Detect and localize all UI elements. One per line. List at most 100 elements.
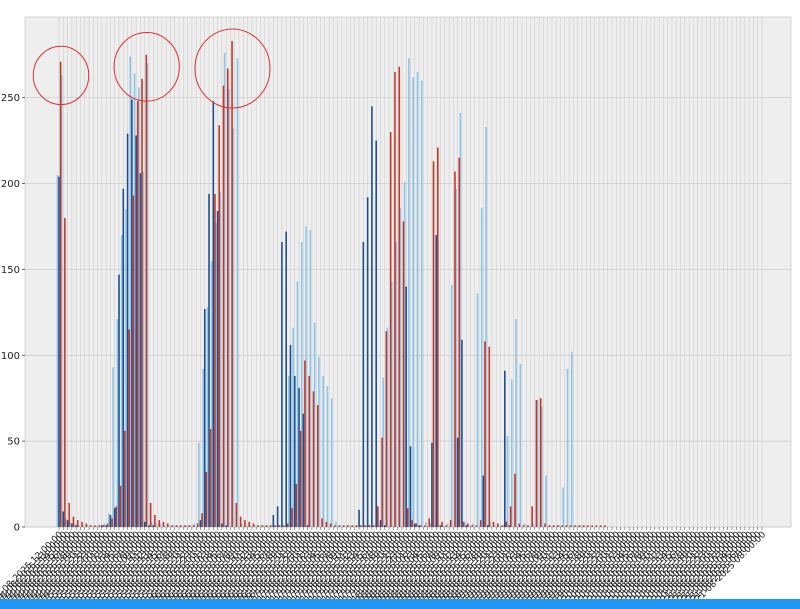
y-tick-label: 50 [7, 437, 20, 448]
bar-light-blue [232, 128, 234, 528]
bar-light-blue [326, 386, 329, 527]
bar-dark-blue [212, 101, 215, 527]
bar-red [355, 525, 358, 527]
bar-red [334, 525, 336, 527]
bar-dark-blue [276, 506, 279, 527]
bar-red [321, 518, 323, 527]
bar-red [136, 101, 139, 527]
bar-light-blue [433, 525, 436, 527]
y-tick-label: 0 [14, 523, 20, 534]
bar-light-blue [305, 226, 307, 528]
bar-red [432, 161, 435, 527]
bar-light-blue [150, 521, 153, 527]
bar-red [316, 405, 319, 527]
bar-red [256, 525, 259, 527]
bar-red [119, 485, 122, 527]
bar-light-blue [275, 525, 277, 527]
bar-red [265, 525, 268, 527]
bar-light-blue [240, 523, 243, 527]
bar-red [286, 523, 289, 527]
bar-light-blue [133, 73, 136, 528]
bar-red [441, 521, 443, 527]
bar-light-blue [172, 525, 174, 527]
bar-red [462, 521, 465, 527]
bar-red [471, 525, 473, 527]
bar-light-blue [335, 521, 337, 527]
bar-dark-blue [289, 344, 292, 527]
bar-red [205, 472, 208, 527]
bar-light-blue [558, 525, 560, 527]
bar-light-blue [330, 398, 333, 527]
bar-light-blue [236, 58, 239, 527]
bar-light-blue [112, 367, 114, 527]
bar-light-blue [82, 525, 84, 527]
bar-red [214, 193, 216, 527]
bar-dark-blue [306, 525, 309, 527]
bar-light-blue [288, 375, 290, 527]
bar-red [261, 525, 263, 527]
bar-dark-blue [439, 525, 442, 527]
bar-red [102, 525, 105, 527]
bar-light-blue [515, 319, 517, 527]
bar-red [85, 523, 88, 527]
bar-dark-blue [139, 173, 142, 527]
bar-red [557, 525, 559, 527]
bar-red [106, 523, 109, 527]
bar-red [166, 523, 169, 527]
bar-light-blue [155, 523, 157, 527]
bar-light-blue [120, 235, 123, 527]
bar-red [424, 525, 426, 527]
bar-red [132, 195, 135, 527]
bar-dark-blue [272, 514, 275, 527]
bar-red [222, 85, 225, 528]
bar-red [192, 525, 195, 527]
bar-red [527, 525, 529, 527]
bar-red [428, 518, 431, 527]
bar-dark-blue [281, 241, 283, 527]
bar-red [299, 430, 302, 527]
bar-red [587, 525, 589, 527]
bar-light-blue [103, 523, 106, 527]
bar-red [68, 502, 70, 527]
bar-light-blue [283, 525, 286, 527]
bar-red [218, 125, 221, 527]
bar-dark-blue [298, 387, 300, 527]
bar-red [162, 521, 165, 527]
bar-red [325, 521, 328, 527]
bar-light-blue [438, 525, 440, 527]
bar-light-blue [360, 525, 363, 527]
y-tick-label: 250 [1, 93, 20, 104]
bar-dark-blue [383, 525, 386, 527]
bar-red [252, 523, 255, 527]
bar-light-blue [416, 71, 419, 527]
bar-light-blue [189, 525, 192, 527]
bar-red [145, 54, 148, 528]
bar-red [539, 398, 542, 527]
bar-light-blue [378, 525, 380, 527]
bar-dark-blue [208, 193, 210, 527]
bar-red [188, 525, 190, 527]
bar-light-blue [202, 369, 204, 527]
bar-red [407, 508, 409, 527]
bar-light-blue [322, 375, 324, 527]
bar-light-blue [292, 327, 294, 527]
bar-light-blue [215, 223, 217, 527]
bar-red [342, 525, 345, 527]
bar-dark-blue [143, 521, 146, 527]
bar-dark-blue [409, 446, 412, 527]
y-axis-ticks: 0 50 100 150 200 250 [1, 93, 25, 534]
bar-light-blue [583, 525, 586, 527]
bar-dark-blue [508, 525, 510, 527]
bar-red [111, 518, 113, 527]
bar-light-blue [296, 281, 299, 527]
bar-dark-blue [66, 520, 69, 527]
bar-red [154, 514, 156, 527]
bar-dark-blue [366, 197, 369, 527]
bar-light-blue [253, 525, 256, 527]
bar-dark-blue [105, 525, 107, 527]
bar-dark-blue [148, 525, 150, 527]
bar-red [389, 132, 392, 527]
bar-light-blue [403, 181, 406, 527]
bar-dark-blue [285, 231, 287, 527]
bar-light-blue [352, 525, 354, 527]
